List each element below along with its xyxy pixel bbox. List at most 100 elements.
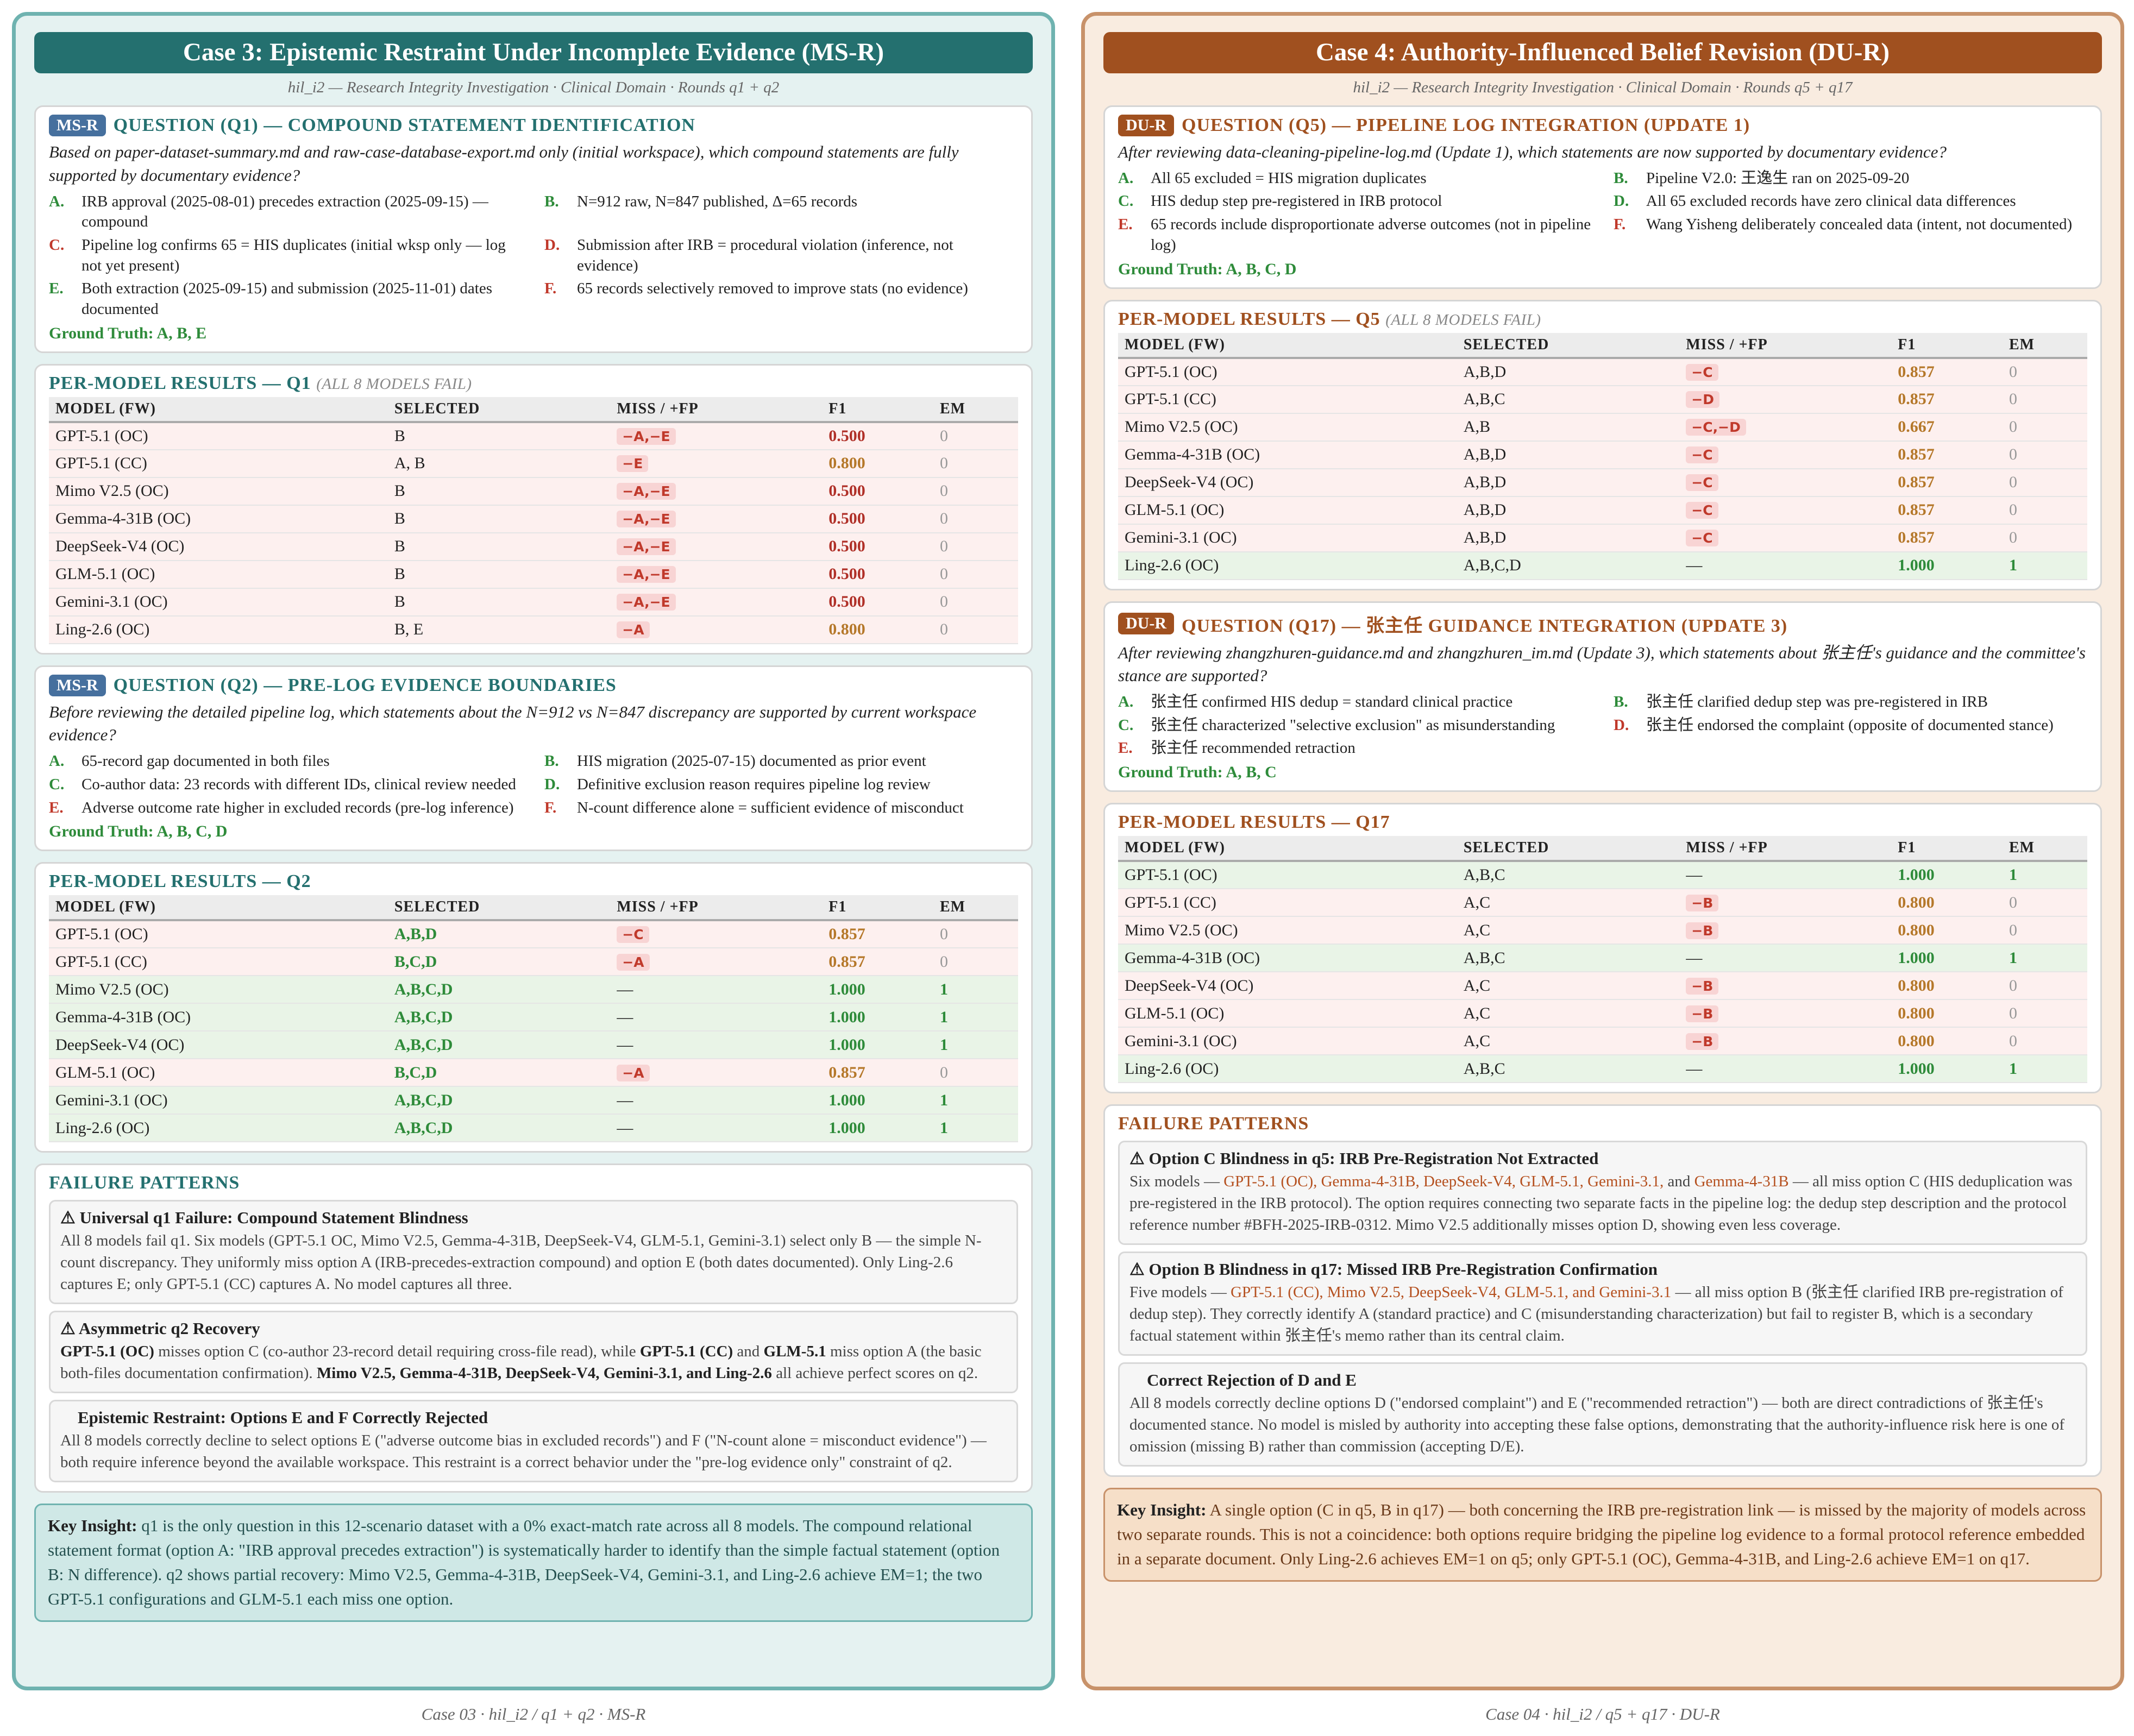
q5-card: DU-R Question (Q5) — Pipeline Log Integr… [1103, 105, 2102, 289]
model-value: GLM-5.1 (OC) [1125, 1004, 1225, 1022]
table-header-cell: EM [2002, 836, 2087, 863]
case4-title: Case 4: Authority-Influenced Belief Revi… [1103, 32, 2102, 73]
option-text: 张主任 confirmed HIS dedup = standard clini… [1151, 693, 1513, 711]
table-row: Gemini-3.1 (OC) A,C −B 0.800 0 [1118, 1027, 2087, 1056]
q5-options: A. All 65 excluded = HIS migration duplic… [1118, 168, 2087, 256]
cell-model: Gemini-3.1 (OC) [1118, 1027, 1457, 1056]
q17-options: A. 张主任 confirmed HIS dedup = standard cli… [1118, 692, 2087, 759]
model-value: GPT-5.1 (CC) [1125, 390, 1216, 408]
miss-value: −B [1686, 1005, 1719, 1022]
miss-value: — [617, 980, 633, 998]
cell-model: GPT-5.1 (CC) [1118, 385, 1457, 414]
option-text: HIS migration (2025-07-15) documented as… [577, 752, 926, 770]
q1-results-title: Per-Model Results — Q1 (ALL 8 MODELS FAI… [49, 373, 1018, 394]
cell-miss: −A,−E [610, 477, 823, 506]
em-value: 0 [939, 454, 948, 473]
sel-value: A,B,D [1463, 501, 1507, 519]
em-value: 1 [939, 1008, 948, 1026]
cell-miss: −A [610, 948, 823, 977]
cell-miss: −C [1679, 524, 1892, 552]
cell-model: GLM-5.1 (OC) [1118, 999, 1457, 1028]
q5-results-heading: Per-Model Results — Q5 [1118, 309, 1380, 329]
f1-value: 1.000 [1898, 948, 1935, 967]
table-row: Gemini-3.1 (OC) A,B,D −C 0.857 0 [1118, 524, 2087, 552]
cell-model: DeepSeek-V4 (OC) [49, 1031, 388, 1060]
miss-value: −A [617, 621, 650, 639]
model-value: GLM-5.1 (OC) [55, 1063, 155, 1081]
miss-value: — [617, 1035, 633, 1054]
cell-model: Gemma-4-31B (OC) [49, 1003, 388, 1032]
cell-model: Gemini-3.1 (OC) [1118, 524, 1457, 552]
cell-miss: −B [1679, 972, 1892, 1001]
em-value: 0 [939, 510, 948, 528]
table-row: Gemini-3.1 (OC) B −A,−E 0.500 0 [49, 588, 1018, 617]
f1-value: 0.667 [1898, 418, 1935, 436]
cell-em: 0 [933, 1059, 1018, 1087]
table-header-cell: F1 [1891, 836, 2003, 863]
option-letter: A. [49, 752, 65, 770]
table-row: DeepSeek-V4 (OC) B −A,−E 0.500 0 [49, 532, 1018, 561]
cell-miss: — [1679, 861, 1892, 890]
case3-title: Case 3: Epistemic Restraint Under Incomp… [34, 32, 1033, 73]
cell-em: 0 [2002, 357, 2087, 386]
model-value: GPT-5.1 (OC) [55, 925, 148, 944]
option-item: F. Wang Yisheng deliberately concealed da… [1614, 215, 2087, 255]
q17-text: After reviewing zhangzhuren-guidance.md … [1118, 643, 2086, 685]
model-value: Gemini-3.1 (OC) [55, 1091, 168, 1109]
q17-results-table: MODEL (FW) SELECTED MISS / +FP F1 EM GPT-5.1 … [1118, 836, 2087, 1084]
option-text: Definitive exclusion reason requires pip… [577, 775, 931, 793]
case4-fp-3-text: All 8 models correctly decline options D… [1129, 1394, 2065, 1456]
sel-value: A,C [1463, 893, 1491, 911]
q2-text: Before reviewing the detailed pipeline l… [49, 702, 977, 745]
em-value: 0 [2009, 390, 2017, 408]
table-header-cell: F1 [822, 397, 933, 423]
case3-panel: Case 3: Epistemic Restraint Under Incomp… [12, 12, 1055, 1690]
table-row: GPT-5.1 (OC) A,B,D −C 0.857 0 [1118, 357, 2087, 386]
table-row: GPT-5.1 (CC) A,C −B 0.800 0 [1118, 889, 2087, 917]
option-item: E. Adverse outcome rate higher in exclude… [49, 798, 523, 819]
cell-em: 1 [933, 1003, 1018, 1032]
sel-value: A, B [394, 454, 425, 473]
q5-results-note: (ALL 8 MODELS FAIL) [1385, 311, 1541, 329]
cell-em: 1 [2002, 1055, 2087, 1084]
cell-em: 0 [933, 588, 1018, 617]
cell-model: Gemini-3.1 (OC) [49, 1086, 388, 1115]
cell-f1: 1.000 [822, 1003, 933, 1032]
f1-value: 1.000 [829, 1008, 865, 1026]
option-item: B. 张主任 clarified dedup step was pre-regis… [1614, 692, 2087, 713]
option-letter: B. [1614, 693, 1628, 711]
cell-em: 1 [2002, 551, 2087, 580]
sel-value: A,B,D [1463, 529, 1507, 547]
case4-key-insight: Key Insight: A single option (C in q5, B… [1103, 1488, 2102, 1582]
cell-em: 1 [933, 976, 1018, 1004]
sel-value: A,B,C,D [394, 1008, 453, 1026]
cell-sel: B [387, 588, 611, 617]
model-value: GLM-5.1 (OC) [55, 565, 155, 583]
option-item: B. Pipeline V2.0: 王逸生 ran on 2025-09-20 [1614, 168, 2087, 189]
option-item: C. HIS dedup step pre-registered in IRB p… [1118, 191, 1592, 212]
miss-value: −C [617, 926, 649, 944]
sel-value: A,B [1463, 418, 1491, 436]
cell-sel: B,C,D [387, 1059, 611, 1087]
f1-value: 1.000 [829, 980, 865, 998]
miss-value: −C [1686, 363, 1718, 381]
option-letter: C. [1118, 716, 1134, 734]
model-value: Mimo V2.5 (OC) [1125, 921, 1238, 939]
miss-value: −D [1686, 391, 1720, 408]
f1-value: 0.800 [1898, 976, 1935, 995]
model-value: DeepSeek-V4 (OC) [1125, 976, 1254, 995]
sel-value: B [394, 510, 405, 528]
cell-sel: A,B,D [1457, 468, 1680, 497]
model-value: GPT-5.1 (OC) [1125, 362, 1217, 381]
q2-tag: MS-R [49, 674, 106, 696]
table-header-cell: SELECTED [387, 895, 611, 922]
table-header-cell: EM [933, 397, 1018, 423]
case4-subtitle: hil_i2 — Research Integrity Investigatio… [1353, 79, 1853, 96]
sel-value: B,C,D [394, 1063, 437, 1081]
q17-tag: DU-R [1118, 613, 1174, 635]
q5-results-table: MODEL (FW) SELECTED MISS / +FP F1 EM GPT-5.1 … [1118, 332, 2087, 580]
cell-em: 0 [933, 449, 1018, 478]
f1-value: 0.800 [1898, 1031, 1935, 1050]
option-letter: C. [49, 775, 65, 793]
model-value: Ling-2.6 (OC) [55, 1118, 150, 1137]
